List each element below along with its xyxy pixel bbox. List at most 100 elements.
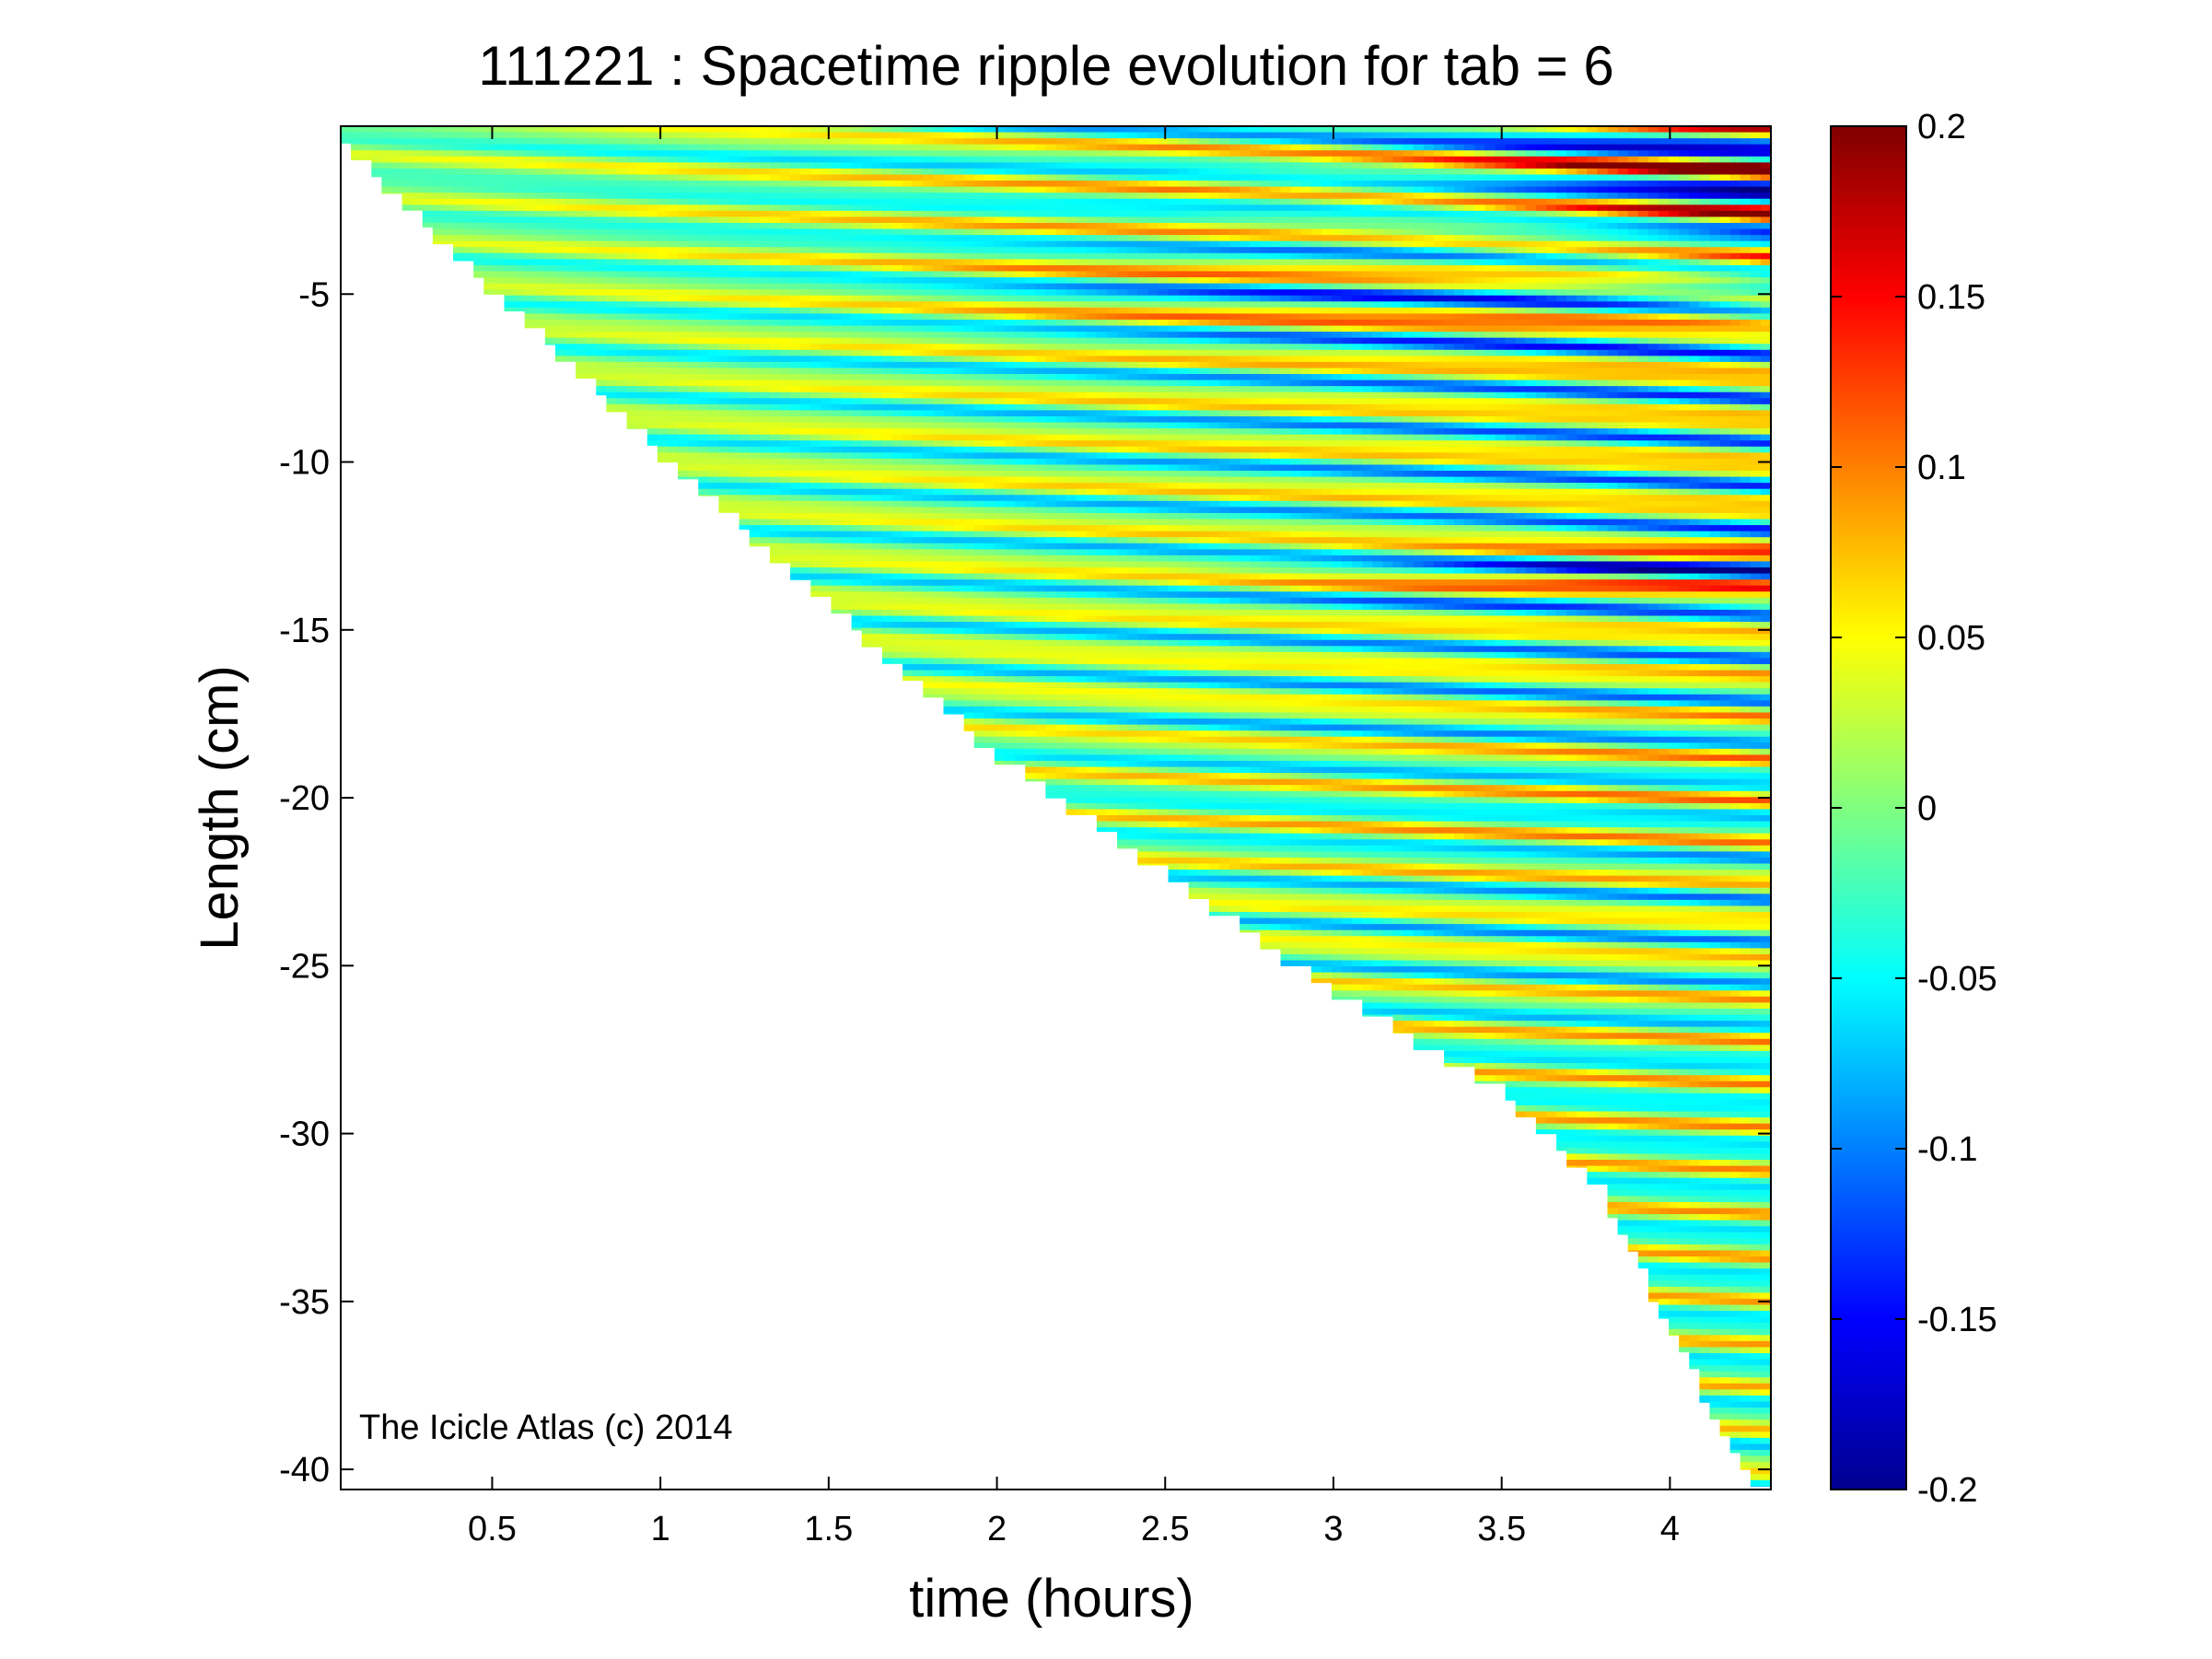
heatmap-cell	[759, 325, 771, 333]
heatmap-cell	[913, 204, 924, 212]
heatmap-cell	[596, 193, 608, 200]
heatmap-cell	[800, 301, 811, 309]
heatmap-cell	[779, 247, 791, 254]
heatmap-cell	[473, 247, 484, 254]
heatmap-cell	[596, 361, 608, 369]
heatmap-cell	[596, 204, 608, 212]
heatmap-cell	[810, 162, 821, 169]
heatmap-cell	[779, 537, 791, 544]
heatmap-cell	[994, 289, 1006, 297]
heatmap-cell	[902, 525, 914, 532]
heatmap-cell	[554, 247, 566, 254]
heatmap-cell	[1117, 845, 1128, 849]
heatmap-cell	[759, 181, 771, 188]
heatmap-cell	[576, 332, 587, 339]
heatmap-cell	[892, 361, 903, 369]
heatmap-cell	[708, 174, 720, 181]
heatmap-cell	[1025, 415, 1036, 424]
heatmap-cell	[678, 349, 689, 356]
heatmap-cell	[616, 295, 628, 302]
heatmap-cell	[933, 332, 945, 339]
heatmap-cell	[913, 132, 924, 139]
heatmap-cell	[646, 422, 658, 429]
heatmap-cell	[1106, 156, 1118, 163]
heatmap-cell	[1127, 319, 1138, 327]
heatmap-cell	[728, 210, 740, 218]
heatmap-cell	[851, 410, 863, 417]
heatmap-cell	[657, 210, 669, 218]
heatmap-cell	[1096, 386, 1108, 393]
heatmap-cell	[902, 440, 914, 448]
heatmap-cell	[861, 144, 873, 151]
heatmap-cell	[973, 259, 985, 266]
heatmap-cell	[442, 198, 454, 205]
heatmap-cell	[973, 332, 985, 339]
heatmap-cell	[391, 150, 403, 158]
heatmap-cell	[1117, 573, 1128, 580]
heatmap-cell	[1106, 785, 1118, 792]
heatmap-cell	[1065, 500, 1077, 508]
heatmap-cell	[769, 391, 781, 399]
heatmap-cell	[606, 403, 618, 411]
heatmap-cell	[913, 464, 924, 472]
heatmap-cell	[586, 374, 597, 379]
heatmap-cell	[892, 216, 903, 224]
heatmap-cell	[1106, 374, 1118, 381]
heatmap-cell	[1065, 344, 1077, 351]
heatmap-cell	[667, 344, 679, 351]
heatmap-cell	[576, 356, 587, 363]
heatmap-cell	[1045, 198, 1057, 205]
heatmap-cell	[1045, 337, 1057, 345]
heatmap-cell	[800, 222, 811, 230]
heatmap-cell	[688, 307, 699, 315]
heatmap-cell	[1127, 204, 1138, 212]
heatmap-cell	[606, 259, 618, 266]
heatmap-cell	[698, 271, 709, 278]
heatmap-cell	[871, 228, 883, 236]
heatmap-cell	[739, 471, 751, 478]
heatmap-cell	[381, 138, 393, 146]
heatmap-cell	[953, 555, 965, 563]
heatmap-cell	[1065, 380, 1077, 387]
heatmap-cell	[861, 186, 873, 193]
heatmap-cell	[1055, 168, 1067, 176]
heatmap-cell	[504, 259, 516, 266]
heatmap-cell	[923, 181, 934, 188]
heatmap-cell	[994, 235, 1006, 242]
heatmap-cell	[1076, 452, 1088, 460]
heatmap-cell	[1045, 228, 1057, 236]
heatmap-cell	[534, 168, 546, 176]
heatmap-cell	[759, 247, 771, 254]
heatmap-cell	[769, 204, 781, 212]
heatmap-cell	[769, 434, 781, 441]
heatmap-cell	[831, 483, 843, 490]
heatmap-cell	[892, 403, 903, 411]
heatmap-cell	[1065, 719, 1077, 726]
heatmap-cell	[923, 356, 934, 363]
heatmap-cell	[402, 181, 413, 188]
heatmap-cell	[657, 132, 669, 139]
heatmap-cell	[953, 603, 965, 611]
heatmap-cell	[1045, 374, 1057, 381]
heatmap-cell	[963, 307, 975, 315]
heatmap-cell	[636, 313, 648, 321]
heatmap-cell	[718, 156, 730, 163]
heatmap-cell	[984, 319, 995, 327]
heatmap-cell	[1076, 361, 1088, 369]
heatmap-cell	[504, 138, 516, 146]
heatmap-cell	[923, 591, 934, 599]
heatmap-cell	[688, 301, 699, 309]
heatmap-cell	[943, 252, 955, 260]
heatmap-cell	[984, 222, 995, 230]
heatmap-cell	[1005, 639, 1016, 647]
heatmap-cell	[861, 452, 873, 460]
heatmap-cell	[1025, 252, 1036, 260]
heatmap-cell	[1065, 283, 1077, 290]
heatmap-cell	[769, 126, 781, 134]
heatmap-cell	[728, 259, 740, 266]
heatmap-cell	[1096, 361, 1108, 369]
heatmap-cell	[933, 410, 945, 417]
heatmap-cell	[381, 144, 393, 151]
heatmap-cell	[841, 162, 853, 169]
heatmap-cell	[1025, 736, 1036, 743]
